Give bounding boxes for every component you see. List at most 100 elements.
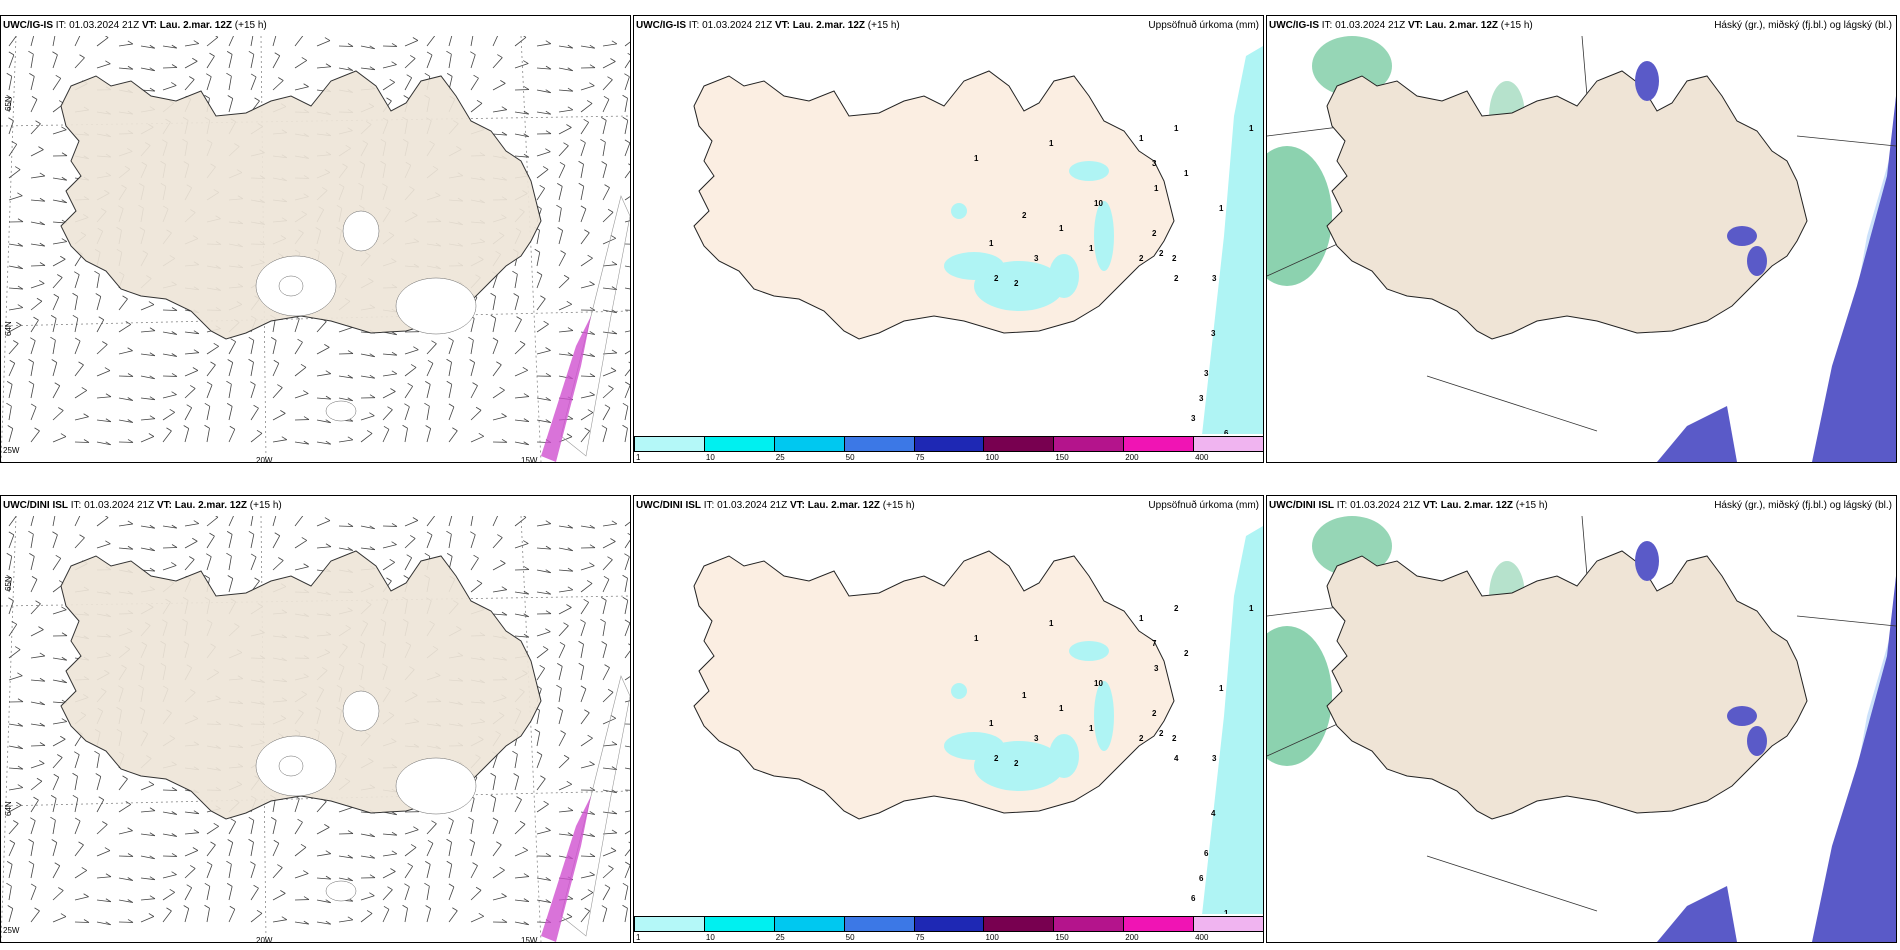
precip-value: 1 <box>1224 909 1229 916</box>
colorbar-tick: 50 <box>845 453 855 462</box>
precip-value: 2 <box>1139 734 1144 743</box>
valid-time: Lau. 2.mar. 12Z <box>1425 20 1501 31</box>
precip-value: 2 <box>1152 229 1157 238</box>
precip-value: 3 <box>1212 754 1217 763</box>
colorbar-segment <box>634 916 705 932</box>
colorbar-tick: 75 <box>915 453 925 462</box>
precip-colorbar: 1 10 25 50 75 100 150 200 400 <box>634 914 1263 942</box>
colorbar-tick: 200 <box>1125 453 1139 462</box>
field-title: Háský (gr.), miðský (fj.bl.) og lágský (… <box>1714 500 1892 511</box>
precip-areas <box>944 641 1114 791</box>
model-name: UWC/DINI ISL <box>3 500 68 511</box>
precip-value: 3 <box>1034 254 1039 263</box>
precip-value: 2 <box>1139 254 1144 263</box>
grid-label-bottom1: 25W <box>3 926 20 935</box>
valid-time: Lau. 2.mar. 12Z <box>792 20 868 31</box>
vt-label: VT: <box>789 500 808 511</box>
map-panel-4: UWC/DINI ISL IT: 01.03.2024 21Z VT: Lau.… <box>0 495 631 943</box>
lead-time: (+15 h) <box>249 500 282 511</box>
it-label: IT: <box>1334 500 1351 511</box>
grid-label-bottom3: 15W <box>521 456 538 463</box>
precip-value: 1 <box>1249 124 1254 133</box>
colorbar-segment <box>773 916 845 932</box>
map-panel-6: UWC/DINI ISL IT: 01.03.2024 21Z VT: Lau.… <box>1266 495 1897 943</box>
map-canvas <box>1 516 630 942</box>
map-canvas <box>1267 36 1896 462</box>
precip-value: 1 <box>1089 724 1094 733</box>
colorbar-tick: 75 <box>915 933 925 942</box>
lead-time: (+15 h) <box>234 20 267 31</box>
vt-label: VT: <box>156 500 175 511</box>
map-canvas <box>1267 516 1896 942</box>
precip-value: 1 <box>1049 139 1054 148</box>
grid-label-bottom1: 25W <box>3 446 20 455</box>
lead-time: (+15 h) <box>1500 20 1533 31</box>
panel-title: UWC/DINI ISL IT: 01.03.2024 21Z VT: Lau.… <box>1269 496 1548 516</box>
panel-title: UWC/DINI ISL IT: 01.03.2024 21Z VT: Lau.… <box>636 496 915 516</box>
colorbar-tick: 400 <box>1195 933 1209 942</box>
precip-value: 1 <box>1059 224 1064 233</box>
model-name: UWC/DINI ISL <box>636 500 701 511</box>
model-name: UWC/IG-IS <box>1269 20 1319 31</box>
grid-label-lat1: 65N <box>4 576 13 591</box>
colorbar-tick: 50 <box>845 933 855 942</box>
panel-header: UWC/IG-IS IT: 01.03.2024 21Z VT: Lau. 2.… <box>1267 16 1896 36</box>
init-time: 01.03.2024 21Z <box>717 500 790 511</box>
precip-value: 2 <box>994 754 999 763</box>
colorbar-tick: 200 <box>1125 933 1139 942</box>
colorbar-tick: 150 <box>1055 453 1069 462</box>
precip-value: 1 <box>1219 204 1224 213</box>
panel-header: UWC/DINI ISL IT: 01.03.2024 21Z VT: Lau.… <box>1 496 630 516</box>
panel-title: UWC/IG-IS IT: 01.03.2024 21Z VT: Lau. 2.… <box>1269 16 1533 36</box>
precip-value: 1 <box>989 719 994 728</box>
grid-label-bottom2: 20W <box>256 456 273 463</box>
precip-value: 3 <box>1204 369 1209 378</box>
precip-value: 2 <box>1152 709 1157 718</box>
precip-value: 2 <box>1014 279 1019 288</box>
precip-value: 3 <box>1152 159 1157 168</box>
grid-label-bottom2: 20W <box>256 936 273 943</box>
valid-time: Lau. 2.mar. 12Z <box>174 500 250 511</box>
colorbar-tick: 25 <box>775 453 785 462</box>
precip-value: 6 <box>1191 894 1196 903</box>
model-name: UWC/DINI ISL <box>1269 500 1334 511</box>
precip-value: 6 <box>1224 429 1229 436</box>
precip-value: 3 <box>1034 734 1039 743</box>
lead-time: (+15 h) <box>867 20 900 31</box>
panel-header: UWC/IG-IS IT: 01.03.2024 21Z VT: Lau. 2.… <box>1 16 630 36</box>
valid-time: Lau. 2.mar. 12Z <box>807 500 883 511</box>
precip-value: 2 <box>1172 734 1177 743</box>
init-time: 01.03.2024 21Z <box>69 20 142 31</box>
precip-value: 2 <box>1174 274 1179 283</box>
field-title: Uppsöfnuð úrkoma (mm) <box>1148 500 1259 511</box>
precip-value: 2 <box>1172 254 1177 263</box>
colorbar-segment <box>843 436 915 452</box>
init-time: 01.03.2024 21Z <box>702 20 775 31</box>
precip-value: 1 <box>1139 134 1144 143</box>
precip-value: 1 <box>1154 184 1159 193</box>
colorbar-segment <box>913 436 985 452</box>
model-name: UWC/IG-IS <box>3 20 53 31</box>
precip-value: 3 <box>1199 394 1204 403</box>
grid-label-lat2: 64N <box>4 801 13 816</box>
precip-colorbar: 1 10 25 50 75 100 150 200 400 <box>634 434 1263 462</box>
colorbar-segment <box>843 916 915 932</box>
colorbar-segment <box>1193 436 1263 452</box>
precip-value: 4 <box>1211 809 1216 818</box>
map-panel-5: UWC/DINI ISL IT: 01.03.2024 21Z VT: Lau.… <box>633 495 1264 943</box>
precip-value: 1 <box>974 154 979 163</box>
precip-value: 10 <box>1094 199 1103 208</box>
precip-value: 2 <box>1022 211 1027 220</box>
field-title: Uppsöfnuð úrkoma (mm) <box>1148 20 1259 31</box>
precip-value: 10 <box>1094 679 1103 688</box>
colorbar-segment <box>983 916 1055 932</box>
precip-value: 2 <box>1014 759 1019 768</box>
colorbar-segment <box>913 916 985 932</box>
precip-value: 4 <box>1174 754 1179 763</box>
colorbar-segment <box>1053 916 1125 932</box>
panel-header: UWC/DINI ISL IT: 01.03.2024 21Z VT: Lau.… <box>634 496 1263 516</box>
init-time: 01.03.2024 21Z <box>1335 20 1408 31</box>
colorbar-tick: 1 <box>636 933 641 942</box>
